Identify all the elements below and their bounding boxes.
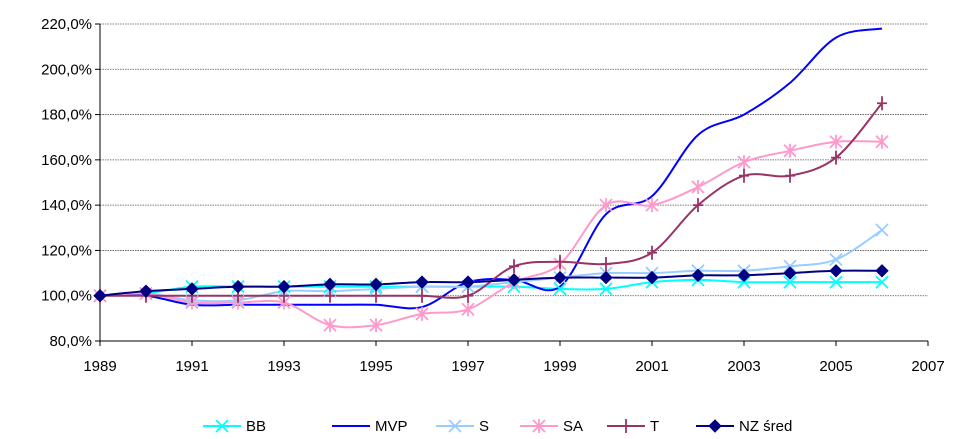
y-tick-label: 140,0% [41, 197, 92, 214]
data-point-nz-red [369, 277, 383, 292]
y-axis-ticks: 80,0% 100,0% 120,0% 140,0% 160,0% 180,0% 200,0… [41, 16, 100, 350]
data-point-nz-red [461, 275, 475, 289]
data-point-bb [875, 275, 889, 289]
legend-label: T [650, 418, 659, 435]
gridlines [100, 23, 928, 297]
data-point-sa [323, 318, 337, 333]
x-tick-label: 1995 [359, 358, 392, 375]
x-tick-label: 2007 [911, 358, 944, 375]
x-tick-label: 1999 [543, 358, 576, 375]
data-point-nz-red [507, 273, 521, 287]
data-point-sa [691, 180, 705, 195]
data-point-t [417, 288, 427, 303]
data-point-t [739, 168, 749, 183]
legend-label: BB [246, 418, 266, 435]
data-point-t [463, 288, 473, 303]
plot-area [99, 24, 928, 342]
legend-item-nz-red: NZ śred [696, 418, 792, 435]
legend-label: S [479, 418, 489, 435]
legend-item-t: T [607, 418, 659, 435]
data-point-sa [369, 318, 383, 333]
y-tick-label: 80,0% [49, 333, 92, 350]
series-lines [99, 27, 883, 329]
data-point-bb [783, 275, 797, 289]
series-markers [93, 96, 889, 333]
x-tick-label: 2003 [727, 358, 760, 375]
data-point-sa [645, 198, 659, 213]
y-tick-label: 160,0% [41, 152, 92, 169]
y-tick-label: 200,0% [41, 61, 92, 78]
legend-marker [448, 419, 462, 433]
data-point-sa [737, 155, 751, 170]
legend-item-mvp: MVP [332, 418, 408, 435]
data-point-nz-red [185, 282, 199, 296]
data-point-nz-red [691, 268, 705, 283]
data-point-t [509, 259, 519, 274]
x-tick-label: 2005 [819, 358, 852, 375]
series-line-sa [99, 140, 883, 329]
data-point-sa [461, 302, 475, 317]
legend-item-s: S [436, 418, 489, 435]
data-point-nz-red [93, 289, 107, 303]
data-point-t [877, 96, 887, 111]
data-point-sa [875, 134, 889, 149]
data-point-nz-red [139, 284, 153, 298]
data-point-nz-red [737, 268, 751, 283]
data-point-bb [599, 282, 613, 296]
legend-marker [708, 419, 722, 433]
data-point-nz-red [645, 270, 659, 285]
legend: BB MVP S SA T NZ śred [203, 418, 792, 435]
y-tick-label: 100,0% [41, 288, 92, 305]
data-point-nz-red [323, 277, 337, 292]
data-point-sa [829, 134, 843, 149]
legend-marker [215, 419, 229, 433]
data-point-nz-red [599, 270, 613, 285]
x-tick-label: 1989 [83, 358, 116, 375]
x-tick-label: 2001 [635, 358, 668, 375]
legend-item-sa: SA [520, 418, 583, 435]
data-point-s [829, 252, 843, 267]
data-point-t [785, 168, 795, 183]
x-axis-ticks: 1989 1991 1993 1995 1997 1999 2001 2003 2005 2007 [83, 341, 945, 375]
series-line-mvp [99, 27, 883, 310]
data-point-nz-red [783, 266, 797, 280]
legend-label: SA [563, 418, 583, 435]
data-point-s [783, 259, 797, 273]
data-point-nz-red [875, 264, 889, 278]
y-tick-label: 120,0% [41, 242, 92, 259]
data-point-sa [599, 198, 613, 213]
data-point-t [647, 245, 657, 260]
legend-label: MVP [375, 418, 408, 435]
data-point-t [831, 150, 841, 165]
y-tick-label: 180,0% [41, 107, 92, 124]
data-point-bb [737, 275, 751, 289]
data-point-s [875, 223, 889, 237]
data-point-bb [553, 282, 567, 296]
data-point-sa [415, 306, 429, 321]
data-point-t [693, 198, 703, 213]
data-point-t [601, 257, 611, 272]
x-tick-label: 1997 [451, 358, 484, 375]
series-line-s [99, 229, 883, 303]
data-point-sa [783, 143, 797, 158]
x-tick-label: 1993 [267, 358, 300, 375]
data-point-nz-red [553, 270, 567, 285]
x-tick-label: 1991 [175, 358, 208, 375]
data-point-nz-red [231, 279, 245, 294]
legend-marker [532, 419, 546, 433]
data-point-nz-red [829, 264, 843, 278]
data-point-bb [829, 275, 843, 289]
legend-item-bb: BB [203, 418, 266, 435]
y-tick-label: 220,0% [41, 16, 92, 33]
data-point-nz-red [277, 279, 291, 294]
data-point-t [555, 254, 565, 269]
legend-label: NZ śred [739, 418, 792, 435]
legend-marker [621, 419, 631, 433]
data-point-nz-red [415, 275, 429, 289]
